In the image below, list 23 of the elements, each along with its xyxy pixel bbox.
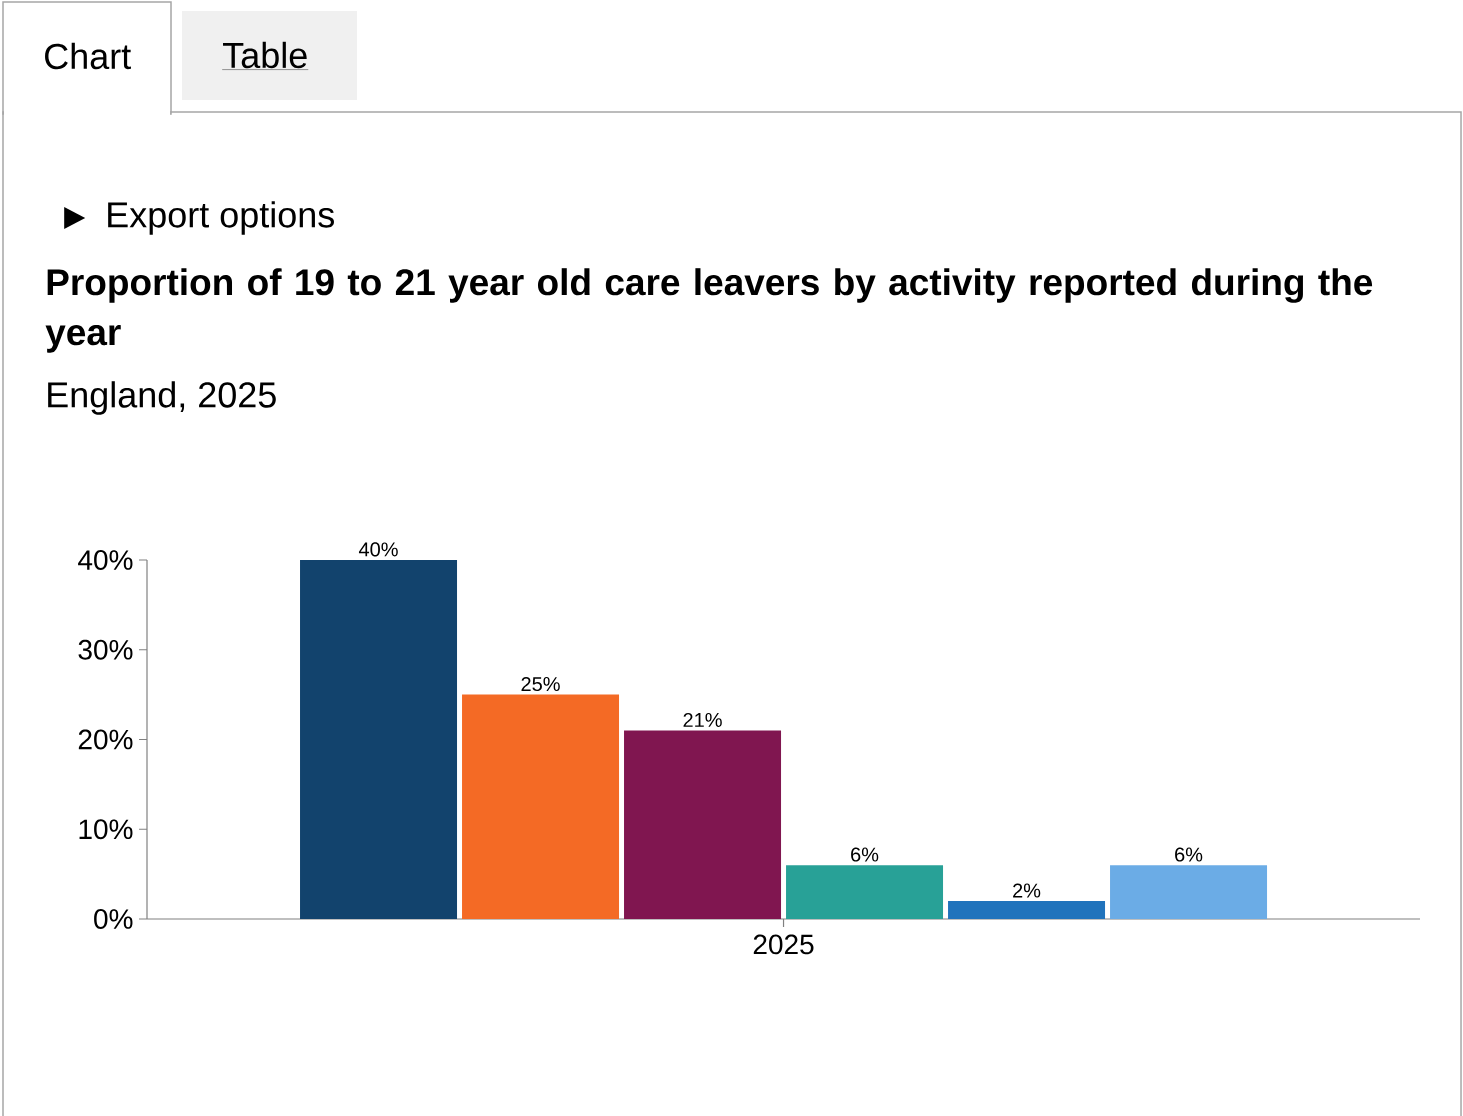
y-tick-label: 20% [78, 729, 133, 750]
bar [462, 694, 620, 919]
bar [300, 559, 458, 919]
text: Table [223, 41, 307, 69]
bar [1110, 865, 1268, 919]
bar [624, 730, 782, 919]
chart-title: Proportion of 19 to 21 year old care leavers by activity reported during the year [45, 268, 1373, 353]
y-tick-label: 10% [79, 819, 133, 840]
y-tick-label: 0% [94, 909, 133, 929]
data-label: 21% [683, 712, 722, 727]
y-tick-label: 30% [78, 639, 133, 660]
data-label: 25% [521, 676, 560, 692]
text: Chart [45, 42, 131, 70]
x-tick-label: 2025 [753, 934, 814, 955]
chart-subtitle: England, 2025 [48, 381, 276, 415]
bar [786, 865, 944, 919]
text: Export options [108, 201, 334, 235]
data-label: 6% [851, 847, 879, 862]
data-label: 2% [1013, 883, 1041, 898]
bar [948, 901, 1106, 919]
data-label: 40% [358, 542, 398, 557]
data-label: 6% [1175, 847, 1203, 862]
y-tick-label: 40% [78, 550, 133, 570]
